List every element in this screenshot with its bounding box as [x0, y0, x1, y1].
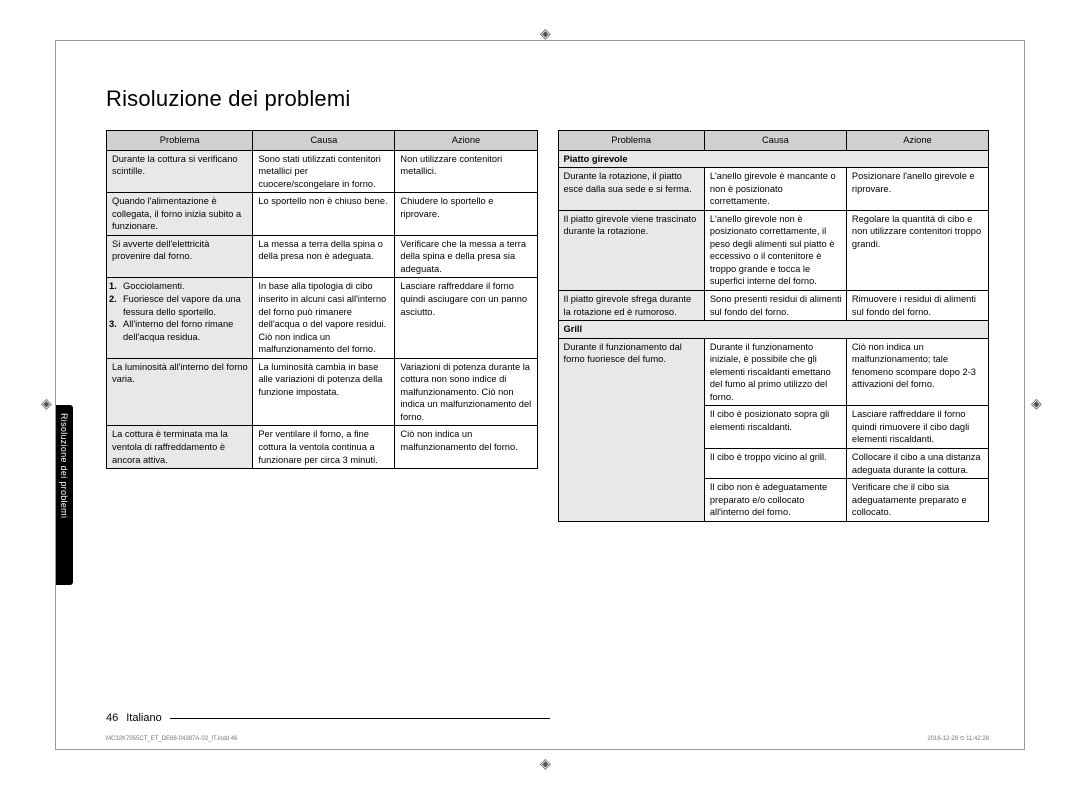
cause-cell: In base alla tipologia di cibo inserito … — [253, 278, 395, 358]
action-cell: Lasciare raffreddare il forno quindi rim… — [846, 406, 988, 449]
cause-cell: Per ventilare il forno, a fine cottura l… — [253, 426, 395, 469]
page-language: Italiano — [126, 712, 161, 724]
page-footer: 46 Italiano — [106, 712, 550, 724]
cause-cell: L'anello girevole non è posizionato corr… — [704, 210, 846, 290]
troubleshoot-table-right: Problema Causa Azione Piatto girevole Du… — [558, 130, 990, 522]
cause-cell: Durante il funzionamento iniziale, è pos… — [704, 338, 846, 406]
crop-mark: ◈ — [41, 395, 52, 412]
problem-cell: Durante il funzionamento dal forno fuori… — [558, 338, 704, 521]
col-header-causa: Causa — [704, 131, 846, 151]
problem-cell: Il piatto girevole viene trascinato dura… — [558, 210, 704, 290]
action-cell: Verificare che la messa a terra della sp… — [395, 235, 537, 278]
action-cell: Ciò non indica un malfunzionamento; tale… — [846, 338, 988, 406]
imprint-file: MC32K7055CT_ET_DE68-04387A-02_IT.indd 46 — [106, 736, 237, 743]
imprint-date: 2016-12-28 ⏲ 11:42:28 — [927, 736, 989, 743]
two-column-layout: Problema Causa Azione Durante la cottura… — [106, 130, 989, 522]
right-column: Problema Causa Azione Piatto girevole Du… — [558, 130, 990, 522]
problem-cell: La luminosità all'interno del forno vari… — [107, 358, 253, 426]
section-header: Piatto girevole — [558, 150, 989, 168]
cause-cell: Sono stati utilizzati contenitori metall… — [253, 150, 395, 193]
problem-cell: Durante la cottura si verificano scintil… — [107, 150, 253, 193]
print-imprint: MC32K7055CT_ET_DE68-04387A-02_IT.indd 46… — [106, 736, 989, 743]
left-column: Problema Causa Azione Durante la cottura… — [106, 130, 538, 522]
cause-cell: Il cibo è troppo vicino al grill. — [704, 449, 846, 479]
action-cell: Chiudere lo sportello e riprovare. — [395, 193, 537, 236]
action-cell: Non utilizzare contenitori metallici. — [395, 150, 537, 193]
action-cell: Variazioni di potenza durante la cottura… — [395, 358, 537, 426]
col-header-problema: Problema — [107, 131, 253, 151]
action-cell: Ciò non indica un malfunzionamento del f… — [395, 426, 537, 469]
action-cell: Collocare il cibo a una distanza adeguat… — [846, 449, 988, 479]
action-cell: Rimuovere i residui di alimenti sul fond… — [846, 291, 988, 321]
problem-cell: La cottura è terminata ma la ventola di … — [107, 426, 253, 469]
cause-cell: La messa a terra della spina o della pre… — [253, 235, 395, 278]
problem-cell: Il piatto girevole sfrega durante la rot… — [558, 291, 704, 321]
cause-cell: Sono presenti residui di alimenti sul fo… — [704, 291, 846, 321]
troubleshoot-table-left: Problema Causa Azione Durante la cottura… — [106, 130, 538, 469]
action-cell: Verificare che il cibo sia adeguatamente… — [846, 479, 988, 522]
col-header-problema: Problema — [558, 131, 704, 151]
action-cell: Regolare la quantità di cibo e non utili… — [846, 210, 988, 290]
page-title: Risoluzione dei problemi — [106, 86, 989, 112]
cause-cell: Il cibo non è adeguatamente preparato e/… — [704, 479, 846, 522]
cause-cell: La luminosità cambia in base alle variaz… — [253, 358, 395, 426]
cause-cell: L'anello girevole è mancante o non è pos… — [704, 168, 846, 211]
action-cell: Lasciare raffreddare il forno quindi asc… — [395, 278, 537, 358]
problem-cell: Si avverte dell'elettricità provenire da… — [107, 235, 253, 278]
cause-cell: Il cibo è posizionato sopra gli elementi… — [704, 406, 846, 449]
crop-mark: ◈ — [540, 755, 551, 772]
action-cell: Posizionare l'anello girevole e riprovar… — [846, 168, 988, 211]
page-content: Risoluzione dei problemi Problema Causa … — [55, 40, 1025, 750]
crop-mark: ◈ — [540, 25, 554, 39]
crop-mark: ◈ — [1031, 395, 1042, 412]
problem-cell: Durante la rotazione, il piatto esce dal… — [558, 168, 704, 211]
col-header-causa: Causa — [253, 131, 395, 151]
page-number: 46 — [106, 712, 118, 724]
cause-cell: Lo sportello non è chiuso bene. — [253, 193, 395, 236]
section-header: Grill — [558, 321, 989, 339]
col-header-azione: Azione — [846, 131, 988, 151]
problem-cell: 1.Gocciolamenti.2.Fuoriesce del vapore d… — [107, 278, 253, 358]
problem-cell: Quando l'alimentazione è collegata, il f… — [107, 193, 253, 236]
footer-rule — [170, 718, 550, 719]
col-header-azione: Azione — [395, 131, 537, 151]
